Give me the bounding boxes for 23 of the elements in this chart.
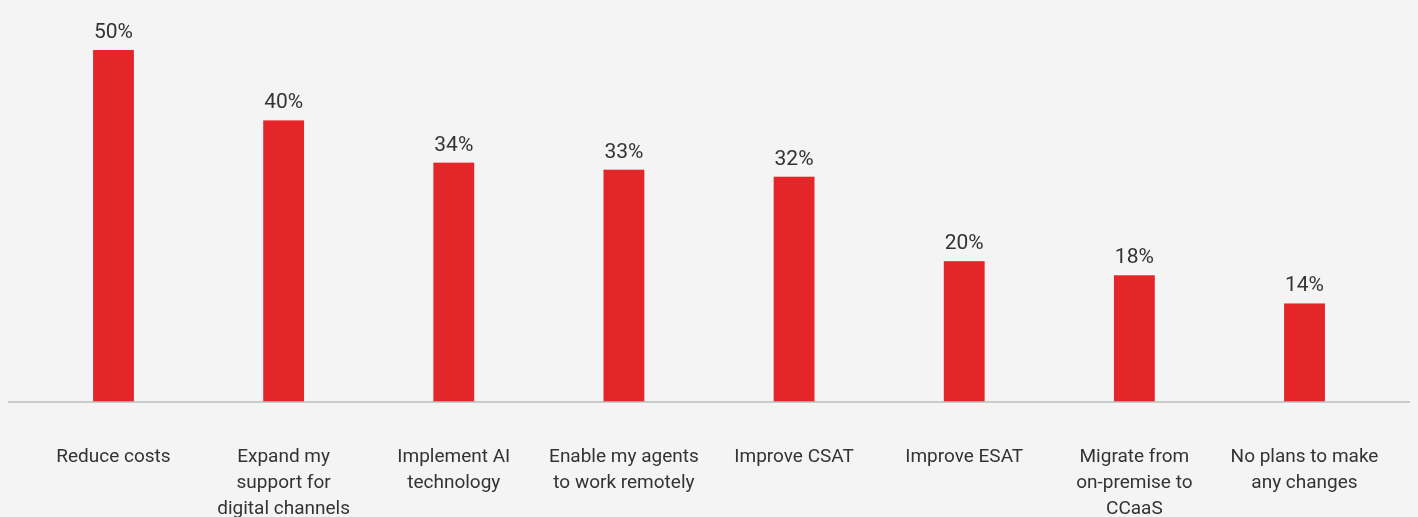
bar — [943, 261, 985, 402]
x-tick-label: No plans to make any changes — [1230, 444, 1379, 493]
bar — [1284, 303, 1325, 402]
x-tick-label: Enable my agents to work remotely — [549, 444, 699, 493]
bar — [1113, 275, 1155, 402]
data-label: 40% — [264, 89, 304, 114]
bar — [93, 50, 134, 402]
bar — [263, 120, 305, 402]
x-tick-label: Migrate from on-premise to CCaaS — [1076, 444, 1193, 517]
data-label: 20% — [944, 230, 984, 255]
x-tick-label: Implement AI technology — [397, 444, 511, 493]
data-label: 32% — [774, 145, 814, 170]
x-tick-label: Reduce costs — [56, 444, 171, 467]
x-tick-label: Improve CSAT — [734, 444, 854, 467]
data-label: 50% — [93, 19, 133, 43]
x-tick-label: Improve ESAT — [905, 444, 1024, 467]
data-label: 34% — [434, 131, 474, 156]
data-label: 18% — [1114, 244, 1154, 269]
data-label: 33% — [604, 138, 644, 163]
bar — [433, 162, 475, 402]
bar — [603, 169, 645, 402]
bar — [773, 176, 815, 402]
data-label: 14% — [1285, 272, 1325, 297]
